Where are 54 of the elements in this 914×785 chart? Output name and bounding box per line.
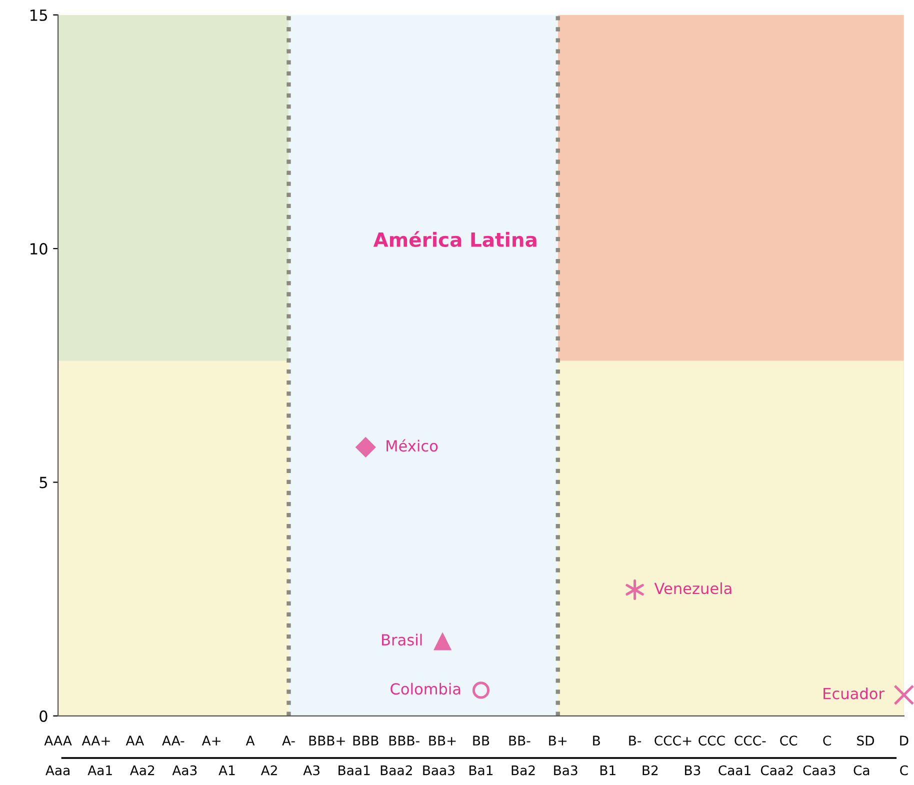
- text: Aa3: [172, 765, 197, 776]
- x-tick-label: BBB+: [309, 736, 345, 746]
- x-tick-label: CCC+: [654, 736, 692, 746]
- series-label: Colombia: [390, 682, 460, 695]
- series-label: Venezuela: [654, 582, 732, 594]
- x-tick-label: AAA: [44, 736, 72, 746]
- x-tick-label: A-: [282, 736, 295, 746]
- x-tick-label: AA-: [162, 736, 184, 746]
- series-label: México: [386, 439, 438, 452]
- x-tick-label: B+: [549, 736, 567, 746]
- text: A2: [260, 765, 277, 776]
- x-tick-label: BB-: [509, 736, 530, 746]
- text: B1: [600, 765, 616, 776]
- series-label: Ecuador: [824, 687, 884, 700]
- text: Baa1: [338, 765, 370, 776]
- text: Caa1: [718, 765, 750, 776]
- y-tick-label: 0: [40, 710, 48, 722]
- x-tick-label: A+: [202, 736, 220, 746]
- x-tick-label: CCC-: [734, 736, 766, 746]
- text: Ba3: [554, 765, 578, 776]
- text: Baa3: [423, 765, 454, 776]
- text: Caa3: [803, 765, 836, 776]
- text: Caa2: [760, 765, 793, 776]
- x-tick-label: AA+: [82, 736, 110, 746]
- y-tick-label: 5: [40, 476, 47, 488]
- text: Aa1: [88, 765, 112, 776]
- text: América Latina: [373, 231, 536, 247]
- x-tick-label: BBB-: [389, 736, 420, 746]
- text: A3: [303, 765, 320, 776]
- x-tick-label: C: [823, 736, 831, 746]
- x-tick-label: B: [593, 736, 600, 746]
- x-tick-label: D: [900, 736, 908, 746]
- x-tick-label: BB: [473, 736, 490, 746]
- text: B2: [642, 765, 658, 776]
- x-tick-label: CC: [780, 736, 798, 746]
- x-tick-label: A: [246, 736, 255, 746]
- text: B3: [685, 765, 700, 776]
- text: Aa2: [130, 765, 154, 776]
- x-tick-label: BBB: [353, 736, 378, 746]
- text: Baa2: [380, 765, 412, 776]
- x-tick-label: B-: [629, 736, 642, 746]
- x-tick-label: AA: [126, 736, 144, 746]
- y-tick-label: 15: [30, 10, 47, 21]
- text: Ba1: [470, 765, 493, 776]
- x-tick-label: SD: [857, 736, 874, 746]
- text: C: [900, 765, 908, 776]
- text: Aaa: [46, 765, 70, 776]
- x-tick-label: CCC: [698, 736, 725, 746]
- text: Ba2: [512, 765, 535, 776]
- text: A1: [218, 765, 235, 776]
- y-tick-label: 10: [30, 243, 48, 255]
- x-tick-label: BB+: [429, 736, 456, 746]
- text: Ca: [854, 765, 870, 776]
- series-label: Brasil: [382, 634, 422, 646]
